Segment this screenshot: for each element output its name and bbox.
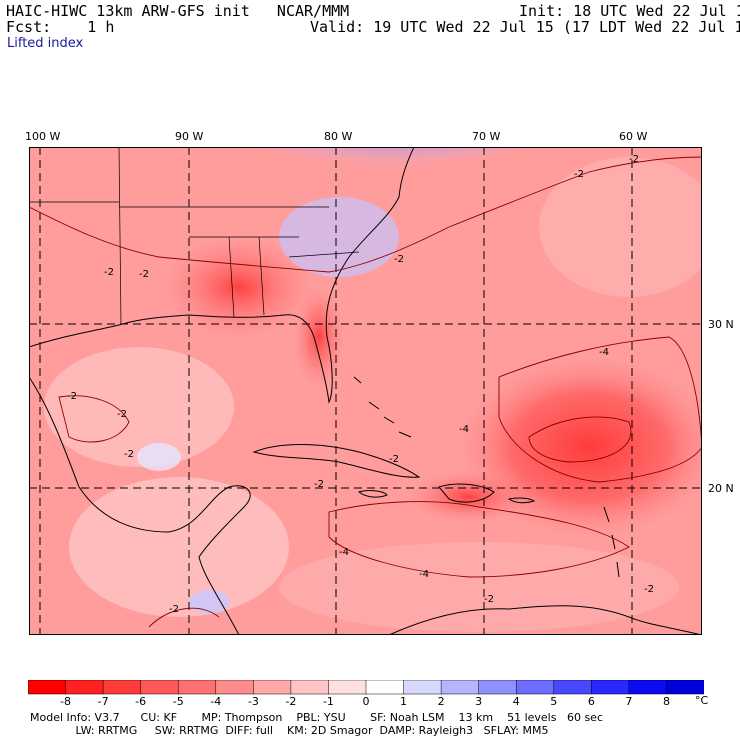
contour-label: -4 xyxy=(459,424,469,435)
field-red-hispaniola xyxy=(409,472,529,522)
graticule xyxy=(29,147,702,635)
colorbar-tick-label: -6 xyxy=(135,695,147,708)
contour-label: -2 xyxy=(484,594,494,605)
field-blue-mexico xyxy=(189,590,229,614)
map-frame xyxy=(29,147,702,635)
contour-label: -2 xyxy=(139,269,149,280)
jamaica xyxy=(357,490,388,498)
colorbar-swatch xyxy=(515,680,555,695)
bahamas xyxy=(353,376,412,438)
forecast-hour: Fcst: 1 h xyxy=(6,18,115,36)
lifted-index-map: -2 -2 -2 -2 -2 -2 -2 -2 -2 -4 -4 -4 -4 -… xyxy=(29,147,702,635)
contour-label: -2 xyxy=(67,391,77,402)
model-info-line-2: LW: RRTMG SW: RRTMG DIFF: full KM: 2D Sm… xyxy=(30,724,549,737)
colorbar-tick-label: -2 xyxy=(285,695,297,708)
colorbar-tick-label: 0 xyxy=(362,695,370,708)
south-america xyxy=(388,605,702,635)
colorbar-tick-label: -1 xyxy=(322,695,334,708)
lat-label-30n: 30 N xyxy=(708,318,734,331)
colorbar-swatch xyxy=(215,680,255,695)
lon-label-80w: 80 W xyxy=(324,130,353,143)
lat-label-20n: 20 N xyxy=(708,482,734,495)
contour-label: -4 xyxy=(419,569,429,580)
lon-label-70w: 70 W xyxy=(472,130,501,143)
hispaniola xyxy=(438,483,495,503)
field-blue-gulf xyxy=(137,443,181,471)
colorbar-tick-label: -8 xyxy=(60,695,72,708)
colorbar-tick-label: -3 xyxy=(247,695,259,708)
colorbar-swatch xyxy=(177,680,217,695)
contour-label-group: -2 -2 -2 -2 -2 -2 -2 -2 -2 -4 -4 -4 -4 -… xyxy=(67,154,654,615)
colorbar-tick-label: 4 xyxy=(512,695,520,708)
colorbar-swatch xyxy=(102,680,142,695)
lon-label-60w: 60 W xyxy=(619,130,648,143)
contour-label: -2 xyxy=(394,254,404,265)
colorbar-swatch xyxy=(478,680,517,695)
contour-label: -2 xyxy=(629,154,639,165)
contour-label: -2 xyxy=(104,267,114,278)
colorbar-swatch xyxy=(440,680,480,695)
contour-label: -2 xyxy=(117,409,127,420)
colorbar-tick-label: 6 xyxy=(587,695,595,708)
contour-label: -2 xyxy=(574,169,584,180)
colorbar-swatch xyxy=(403,680,442,695)
mexico-coast xyxy=(29,376,251,635)
contour-label: -2 xyxy=(314,479,324,490)
colorbar-tick-label: 2 xyxy=(437,695,445,708)
colorbar-tick-label: 8 xyxy=(662,695,670,708)
cuba xyxy=(252,444,421,478)
colorbar-swatch xyxy=(328,680,367,695)
colorbar-swatch xyxy=(628,680,668,695)
colorbar-tick-label: 5 xyxy=(550,695,558,708)
colorbar-tick-label: -4 xyxy=(210,695,222,708)
state-borders xyxy=(29,147,360,326)
init-time: Init: 18 UTC Wed 22 Jul 15 xyxy=(519,2,740,20)
colorbar-swatch xyxy=(553,680,593,695)
colorbar-tick-label: 7 xyxy=(625,695,633,708)
model-title: HAIC-HIWC 13km ARW-GFS init NCAR/MMM xyxy=(6,2,350,20)
colorbar-tick-label: 1 xyxy=(400,695,408,708)
contour-label: -2 xyxy=(644,584,654,595)
colorbar-unit: °C xyxy=(695,694,709,707)
colorbar-swatch xyxy=(140,680,179,695)
colorbar xyxy=(28,680,704,695)
valid-time: Valid: 19 UTC Wed 22 Jul 15 (17 LDT Wed … xyxy=(310,18,740,36)
lesser-antilles xyxy=(603,506,620,578)
field-light-mexico xyxy=(69,477,289,617)
colorbar-swatch xyxy=(290,680,330,695)
puerto-rico xyxy=(507,497,536,504)
contour-label: -2 xyxy=(124,449,134,460)
colorbar-swatch xyxy=(253,680,292,695)
colorbar-swatch xyxy=(65,680,104,695)
contour-label: -2 xyxy=(169,604,179,615)
coastlines xyxy=(29,147,702,635)
lon-label-100w: 100 W xyxy=(25,130,61,143)
us-gulf-coast xyxy=(29,147,415,404)
field-blue-carolinas xyxy=(279,197,399,277)
field-name: Lifted index xyxy=(7,36,84,51)
colorbar-swatch xyxy=(28,680,67,695)
model-info-line-1: Model Info: V3.7 CU: KF MP: Thompson PBL… xyxy=(30,711,603,724)
colorbar-swatch xyxy=(666,680,704,695)
colorbar-tick-label: -5 xyxy=(172,695,184,708)
contour-label: -4 xyxy=(339,547,349,558)
colorbar-tick-label: 3 xyxy=(475,695,483,708)
colorbar-swatch xyxy=(591,680,630,695)
lon-label-90w: 90 W xyxy=(175,130,204,143)
contour-label: -4 xyxy=(599,347,609,358)
colorbar-tick-label: -7 xyxy=(97,695,109,708)
colorbar-swatch xyxy=(365,680,405,695)
field-light-gulf xyxy=(44,347,234,467)
contour-label: -2 xyxy=(389,454,399,465)
